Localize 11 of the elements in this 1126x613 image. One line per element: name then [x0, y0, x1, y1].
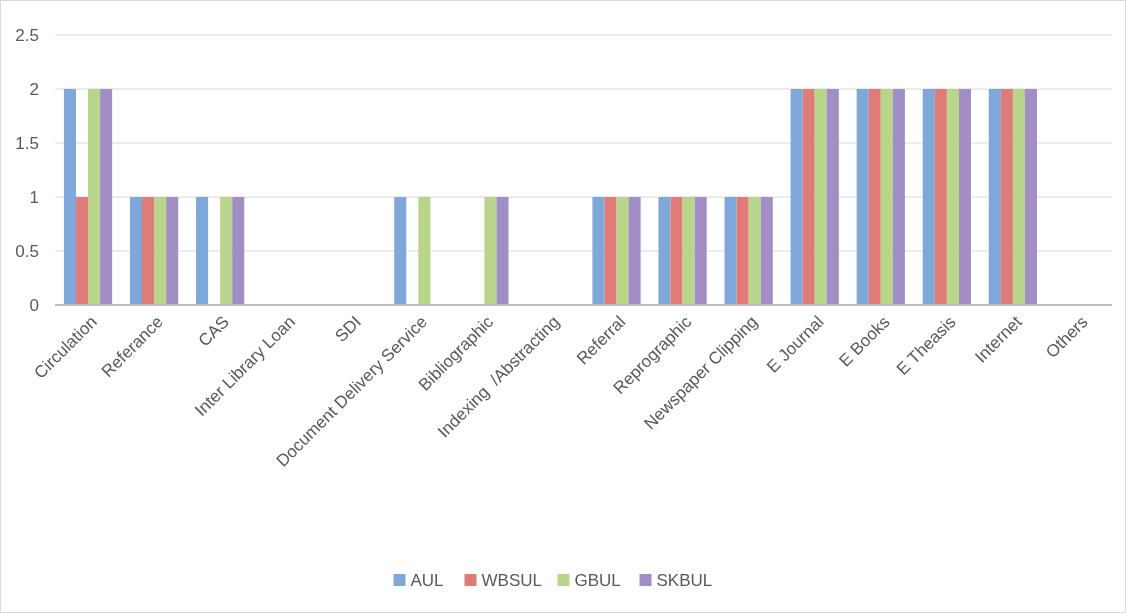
legend-label: WBSUL	[481, 570, 542, 590]
y-tick-label: 0	[29, 295, 39, 315]
legend-label: GBUL	[574, 570, 621, 590]
y-tick-label: 2.5	[15, 25, 39, 45]
legend-label: AUL	[410, 570, 444, 590]
y-tick-label: 2	[29, 79, 39, 99]
y-tick-label: 1.5	[15, 133, 39, 153]
legend-label: SKBUL	[656, 570, 713, 590]
x-tick-label: SDI	[331, 312, 365, 346]
y-tick-label: 0.5	[15, 241, 39, 261]
y-tick-label: 1	[29, 187, 39, 207]
